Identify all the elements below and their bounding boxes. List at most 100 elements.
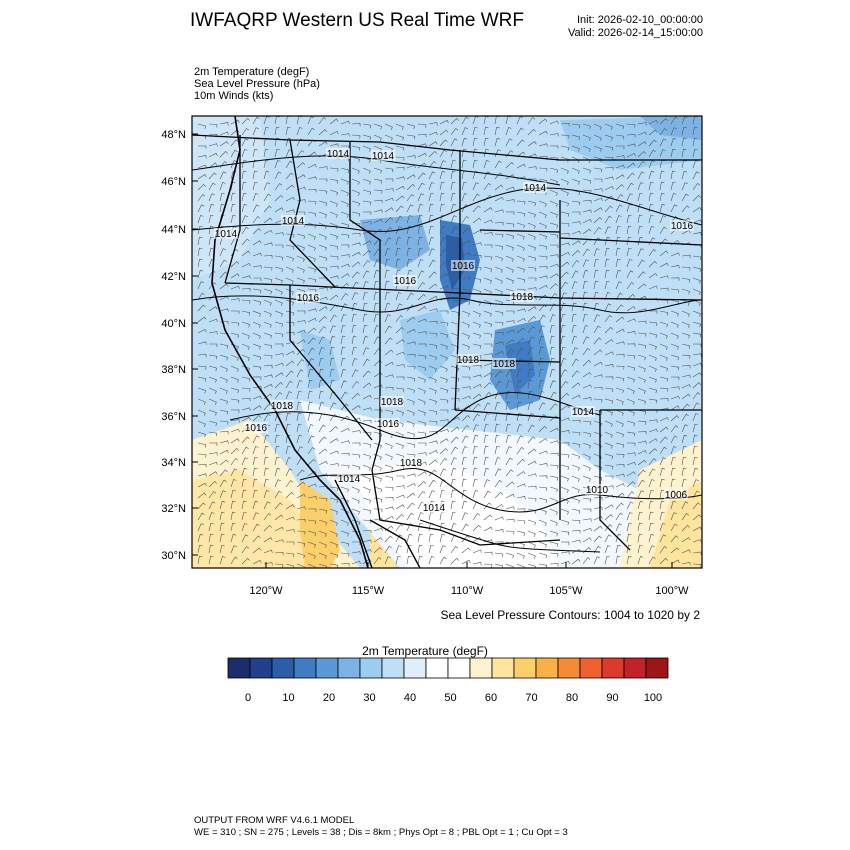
wind-barb	[637, 500, 644, 510]
wind-barb	[384, 453, 393, 460]
wind-barb	[681, 393, 691, 400]
wind-barb	[462, 376, 471, 381]
lon-tick-label: 120°W	[249, 585, 283, 597]
wind-barb	[274, 413, 281, 422]
wind-barb	[516, 327, 526, 334]
wind-barb	[406, 174, 416, 180]
wind-barb	[692, 563, 702, 568]
wind-barb	[384, 227, 393, 235]
wind-barb	[670, 512, 677, 521]
wind-barb	[593, 123, 602, 130]
wind-barb	[340, 222, 350, 229]
wind-barb	[648, 321, 658, 327]
wind-barb	[670, 116, 678, 125]
wind-barb	[351, 335, 357, 345]
wind-barb	[340, 233, 350, 239]
wind-barb	[472, 148, 478, 158]
wind-barb	[230, 149, 238, 158]
wind-barb	[274, 445, 280, 455]
wind-barb	[681, 343, 691, 349]
wind-barb	[307, 317, 317, 323]
wind-barb	[604, 464, 614, 470]
colorbar-label: 80	[566, 692, 578, 704]
wind-barb	[241, 387, 251, 392]
wind-barb	[681, 277, 691, 283]
wind-barb	[351, 271, 360, 279]
wind-barb	[516, 337, 525, 345]
wind-barb	[384, 248, 391, 257]
wind-barb	[604, 524, 613, 532]
wind-barb	[692, 277, 701, 284]
wind-barb	[516, 255, 525, 262]
wind-barb	[461, 512, 468, 521]
wind-barb	[472, 512, 481, 521]
wind-barb	[461, 343, 470, 350]
wind-barb	[505, 339, 515, 345]
wind-barb	[626, 343, 636, 347]
wind-barb	[307, 563, 316, 568]
wind-barb	[252, 478, 258, 488]
wind-barb	[384, 545, 392, 554]
wind-barb	[384, 361, 394, 367]
wind-barb	[296, 329, 306, 334]
wind-barb	[659, 557, 668, 565]
wind-barb	[593, 464, 602, 471]
wind-barb	[263, 364, 273, 369]
wind-barb	[461, 159, 467, 169]
wind-barb	[637, 283, 647, 290]
wind-barb	[208, 182, 216, 191]
wind-barb	[362, 167, 371, 174]
wind-barb	[560, 541, 570, 546]
wind-barb	[450, 511, 456, 521]
wind-barb	[593, 217, 603, 224]
wind-barb	[560, 335, 566, 345]
wind-barb	[274, 353, 284, 357]
wind-barb	[692, 310, 701, 317]
wind-barb	[505, 244, 514, 251]
wind-barb	[197, 353, 207, 358]
wind-barb	[571, 240, 581, 246]
wind-barb	[571, 464, 580, 471]
wind-barb	[219, 343, 229, 349]
wind-barb	[406, 353, 416, 358]
wind-barb	[505, 222, 515, 228]
wind-barb	[593, 167, 603, 173]
wind-barb	[560, 380, 569, 389]
wind-barb	[549, 254, 559, 258]
wind-barb	[659, 457, 667, 466]
wind-barb	[604, 555, 610, 565]
wind-barb	[274, 171, 282, 180]
wind-barb	[483, 413, 490, 422]
wind-barb	[252, 343, 261, 350]
wind-barb	[340, 368, 347, 378]
wind-barb	[263, 217, 273, 224]
isobar-label: 1014	[327, 149, 350, 160]
wind-barb	[296, 469, 305, 477]
wind-barb	[505, 469, 514, 477]
wind-barb	[494, 391, 501, 400]
wind-barb	[252, 467, 258, 477]
wind-barb	[285, 196, 295, 202]
wind-barb	[604, 534, 612, 543]
wind-barb	[472, 242, 482, 246]
wind-barb	[626, 162, 636, 169]
wind-barb	[439, 489, 445, 499]
wind-barb	[494, 491, 504, 499]
wind-barb	[648, 376, 657, 383]
wind-barb	[648, 226, 655, 235]
wind-barb	[483, 126, 489, 136]
wind-barb	[549, 475, 559, 481]
wind-barb	[505, 127, 512, 136]
wind-barb	[384, 442, 393, 449]
wind-barb	[384, 207, 394, 213]
model-footer: OUTPUT FROM WRF V4.6.1 MODEL WE = 310 ; …	[194, 815, 568, 839]
colorbar-swatch	[381, 657, 405, 679]
wind-barb	[527, 390, 533, 400]
wind-barb	[241, 557, 250, 565]
wind-barb	[395, 258, 401, 268]
wind-barb	[439, 160, 446, 169]
wind-barb	[340, 440, 350, 444]
wind-barb	[417, 203, 424, 213]
wind-barb	[593, 248, 600, 257]
